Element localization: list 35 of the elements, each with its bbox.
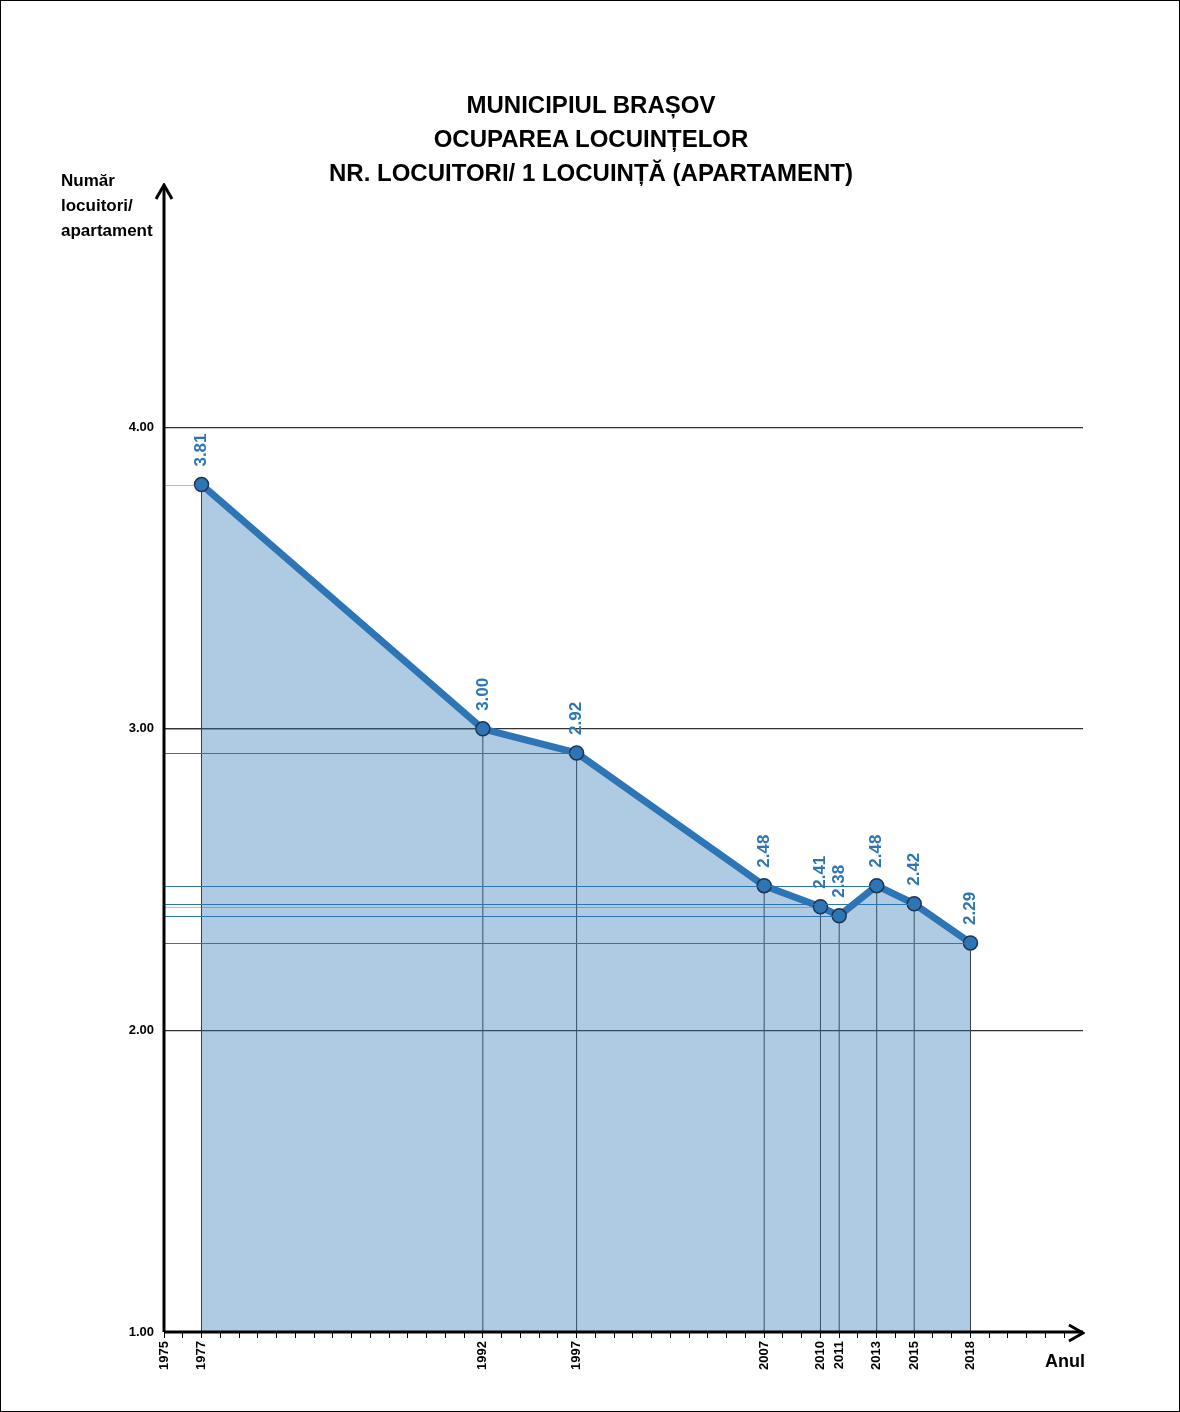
point: [812, 899, 829, 915]
data-label: 2.92: [566, 701, 586, 735]
chart-title: MUNICIPIUL BRAȘOV OCUPAREA LOCUINȚELOR NR. LOCUITORI/ 1 LOCUINȚĂ (APARTAMENT): [329, 90, 853, 186]
x-tick-label: 2015: [905, 1341, 921, 1370]
x-tick-label: 2010: [812, 1341, 828, 1370]
data-label: 2.42: [903, 852, 923, 886]
y-axis-title: Număr locuitori/ apartament: [61, 170, 153, 240]
y-tick-label: 3.00: [128, 720, 154, 736]
point: [868, 877, 885, 894]
point: [831, 908, 847, 924]
x-tick-label: 1977: [193, 1341, 209, 1370]
data-label: 3.81: [191, 433, 211, 467]
x-axis-title: Anul: [1045, 1350, 1085, 1371]
y-tick-label: 1.00: [128, 1323, 154, 1339]
x-tick-label: 2007: [755, 1341, 771, 1370]
x-tick-label: 1975: [155, 1341, 171, 1370]
point: [962, 935, 979, 951]
point: [568, 745, 585, 761]
y-tick-label: 4.00: [128, 418, 154, 434]
point: [906, 896, 922, 912]
x-tick-label: 1992: [474, 1341, 490, 1370]
x-tick-label: 2013: [868, 1341, 884, 1370]
data-label: 3.00: [472, 677, 492, 711]
x-tick-label: 2018: [962, 1341, 978, 1370]
data-label: 2.29: [960, 891, 980, 925]
x-tick-label: 1997: [568, 1341, 584, 1370]
data-label: 2.48: [866, 834, 886, 868]
data-label: 2.41: [810, 855, 830, 889]
point: [193, 476, 210, 493]
y-tick-label: 2.00: [128, 1022, 154, 1037]
data-label: 2.48: [753, 834, 773, 868]
x-tick-label: 2011: [830, 1341, 846, 1370]
point: [756, 877, 772, 894]
data-label: 2.38: [828, 864, 848, 898]
point: [475, 721, 491, 737]
